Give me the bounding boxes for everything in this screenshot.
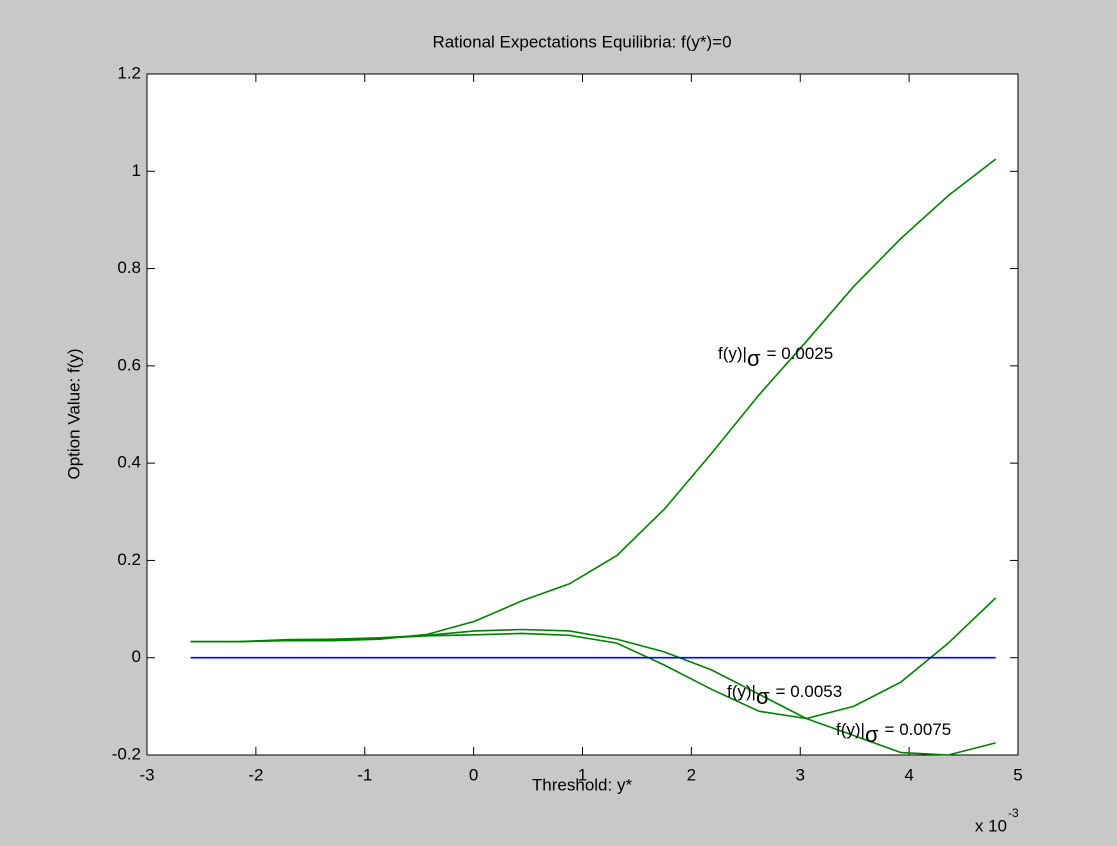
annotation-symbol: σ bbox=[747, 346, 761, 371]
x-tick-label: -1 bbox=[357, 765, 372, 784]
y-tick-label: 1.2 bbox=[117, 63, 141, 82]
annotation-symbol: σ bbox=[756, 684, 770, 709]
x-tick-label: 3 bbox=[796, 765, 805, 784]
x-axis-label: Threshold: y* bbox=[532, 775, 633, 794]
annotation: f(y)|σ = 0.0075 bbox=[836, 720, 951, 746]
x-tick-label: 2 bbox=[687, 765, 696, 784]
y-tick-label: -0.2 bbox=[112, 744, 141, 763]
plot-area bbox=[146, 73, 1019, 756]
x-multiplier-exponent: -3 bbox=[1008, 806, 1019, 820]
annotation-text: f(y)| bbox=[718, 344, 747, 363]
x-tick-label: 4 bbox=[904, 765, 913, 784]
x-multiplier: x 10 bbox=[975, 816, 1007, 835]
annotation-text: f(y)| bbox=[836, 720, 865, 739]
x-tick-label: 1 bbox=[578, 765, 587, 784]
y-tick-label: 0.8 bbox=[117, 258, 141, 277]
annotation-text: f(y)| bbox=[727, 682, 756, 701]
x-tick-label: -2 bbox=[248, 765, 263, 784]
annotation: f(y)|σ = 0.0025 bbox=[718, 344, 833, 370]
y-tick-label: 0.2 bbox=[117, 550, 141, 569]
annotation-symbol: σ bbox=[865, 722, 879, 747]
y-tick-label: 0 bbox=[132, 647, 141, 666]
y-tick-label: 0.6 bbox=[117, 355, 141, 374]
annotation-value: = 0.0053 bbox=[776, 682, 843, 701]
y-tick-label: 1 bbox=[132, 161, 141, 180]
x-tick-label: -3 bbox=[139, 765, 154, 784]
series-line bbox=[190, 597, 997, 720]
x-tick-label: 0 bbox=[469, 765, 478, 784]
chart-title: Rational Expectations Equilibria: f(y*)=… bbox=[432, 32, 731, 51]
x-tick-label: 5 bbox=[1013, 765, 1022, 784]
annotation: f(y)|σ = 0.0053 bbox=[727, 682, 842, 708]
y-axis-label: Option Value: f(y) bbox=[64, 348, 83, 479]
y-tick-label: 0.4 bbox=[117, 453, 141, 472]
series-line bbox=[190, 632, 996, 756]
annotation-value: = 0.0025 bbox=[767, 344, 834, 363]
annotation-value: = 0.0075 bbox=[885, 720, 952, 739]
